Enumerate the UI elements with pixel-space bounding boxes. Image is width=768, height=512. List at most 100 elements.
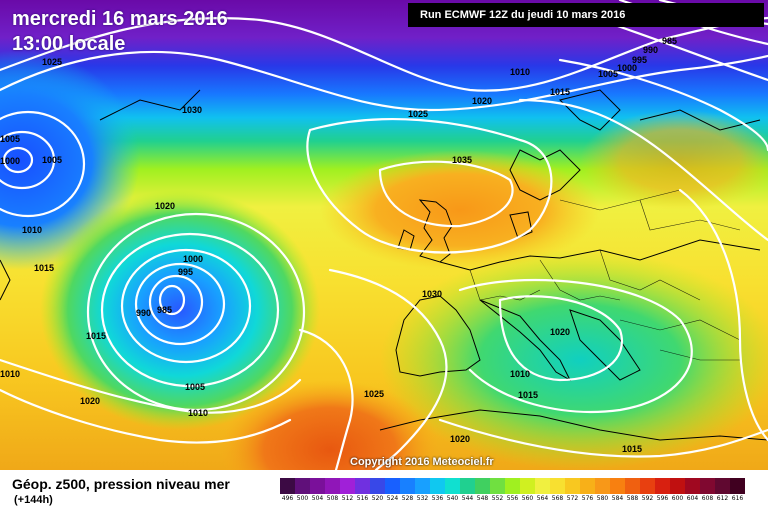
legend-cell: 612 — [715, 478, 730, 504]
legend-swatch — [460, 478, 475, 494]
legend-swatch — [565, 478, 580, 494]
legend-label: 524 — [386, 495, 399, 502]
legend-swatch — [715, 478, 730, 494]
legend-label: 560 — [521, 495, 534, 502]
legend-cell: 584 — [610, 478, 625, 504]
legend-swatch — [505, 478, 520, 494]
legend-cell: 508 — [325, 478, 340, 504]
legend-swatch — [655, 478, 670, 494]
legend-swatch — [520, 478, 535, 494]
legend-swatch — [580, 478, 595, 494]
legend-label: 616 — [731, 495, 744, 502]
legend-cell: 596 — [655, 478, 670, 504]
isobar-label: 1015 — [34, 263, 54, 273]
legend-label: 580 — [596, 495, 609, 502]
isobar-label: 1015 — [86, 331, 106, 341]
legend-cell: 504 — [310, 478, 325, 504]
isobar-label: 1020 — [472, 96, 492, 106]
legend-cell: 500 — [295, 478, 310, 504]
isobar-label: 1000 — [0, 156, 20, 166]
legend-cell: 600 — [670, 478, 685, 504]
isobar-label: 1020 — [550, 327, 570, 337]
legend-cell: 564 — [535, 478, 550, 504]
legend-label: 608 — [701, 495, 714, 502]
legend-label: 596 — [656, 495, 669, 502]
legend-cell: 568 — [550, 478, 565, 504]
map-caption: Géop. z500, pression niveau mer — [12, 476, 230, 492]
legend-cell: 560 — [520, 478, 535, 504]
legend-label: 592 — [641, 495, 654, 502]
isobar-label: 1015 — [518, 390, 538, 400]
legend-swatch — [385, 478, 400, 494]
legend-swatch — [700, 478, 715, 494]
legend-label: 568 — [551, 495, 564, 502]
isobar-label: 1010 — [0, 369, 20, 379]
legend-label: 512 — [341, 495, 354, 502]
legend-label: 504 — [311, 495, 324, 502]
isobar-label: 1010 — [188, 408, 208, 418]
legend-swatch — [640, 478, 655, 494]
legend-label: 588 — [626, 495, 639, 502]
isobar-label: 1025 — [42, 57, 62, 67]
legend-label: 556 — [506, 495, 519, 502]
isobar-label: 1010 — [22, 225, 42, 235]
copyright-notice: Copyright 2016 Meteociel.fr — [350, 456, 494, 468]
isobar-label: 1010 — [510, 67, 530, 77]
color-scale-legend: 496 500 504 508 512 516 520 524 528 532 536 540 544 5… — [280, 478, 745, 504]
isobar-label: 985 — [157, 305, 172, 315]
legend-cell: 552 — [490, 478, 505, 504]
isobar-labels: 1025 1030 1005 1000 1005 1010 1020 1015 … — [0, 36, 677, 454]
legend-label: 516 — [356, 495, 369, 502]
isobar-label: 990 — [136, 308, 151, 318]
legend-cell: 576 — [580, 478, 595, 504]
isobar-label: 1000 — [183, 254, 203, 264]
isobar-label: 990 — [643, 45, 658, 55]
isobar-label: 1015 — [550, 87, 570, 97]
legend-label: 544 — [461, 495, 474, 502]
legend-cell: 604 — [685, 478, 700, 504]
weather-map: 1025 1030 1005 1000 1005 1010 1020 1015 … — [0, 0, 768, 470]
legend-swatch — [550, 478, 565, 494]
legend-cell: 532 — [415, 478, 430, 504]
legend-swatch — [325, 478, 340, 494]
legend-swatch — [610, 478, 625, 494]
coastlines — [0, 89, 768, 441]
map-footer: Géop. z500, pression niveau mer (+144h) … — [0, 470, 768, 512]
legend-swatch — [595, 478, 610, 494]
legend-swatch — [625, 478, 640, 494]
legend-cell: 592 — [640, 478, 655, 504]
legend-cell: 588 — [625, 478, 640, 504]
legend-label: 536 — [431, 495, 444, 502]
legend-label: 500 — [296, 495, 309, 502]
sw-warm-fill — [220, 380, 440, 470]
legend-label: 528 — [401, 495, 414, 502]
legend-swatch — [490, 478, 505, 494]
legend-swatch — [400, 478, 415, 494]
legend-label: 572 — [566, 495, 579, 502]
isobar-label: 1005 — [0, 134, 20, 144]
isobar-label: 1035 — [452, 155, 472, 165]
legend-cell: 528 — [400, 478, 415, 504]
legend-cell: 512 — [340, 478, 355, 504]
isobar-label: 1000 — [617, 63, 637, 73]
legend-swatch — [370, 478, 385, 494]
legend-label: 508 — [326, 495, 339, 502]
legend-swatch — [310, 478, 325, 494]
isobar-label: 1020 — [450, 434, 470, 444]
legend-cell: 580 — [595, 478, 610, 504]
legend-label: 604 — [686, 495, 699, 502]
legend-swatch — [445, 478, 460, 494]
legend-label: 520 — [371, 495, 384, 502]
isobar-label: 1005 — [598, 69, 618, 79]
legend-label: 532 — [416, 495, 429, 502]
legend-label: 600 — [671, 495, 684, 502]
legend-label: 564 — [536, 495, 549, 502]
legend-cell: 496 — [280, 478, 295, 504]
med-trough-fill — [380, 250, 768, 470]
isobar-label: 995 — [178, 267, 193, 277]
legend-swatch — [670, 478, 685, 494]
map-canvas: 1025 1030 1005 1000 1005 1010 1020 1015 … — [0, 0, 768, 470]
isobar-label: 1010 — [510, 369, 530, 379]
forecast-date: mercredi 16 mars 2016 — [12, 8, 228, 30]
legend-swatch — [415, 478, 430, 494]
